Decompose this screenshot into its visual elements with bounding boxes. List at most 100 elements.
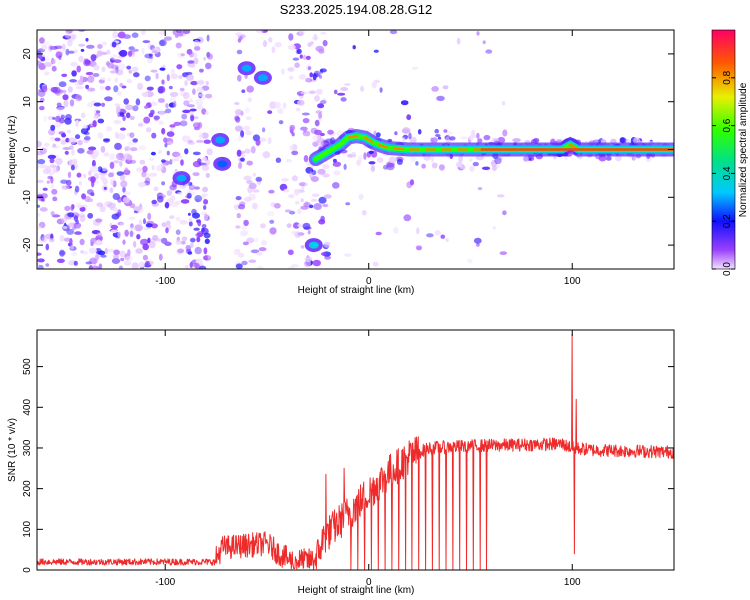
noise-speck: [250, 249, 260, 254]
noise-speck: [74, 49, 78, 54]
noise-speck: [261, 127, 266, 133]
noise-speck: [111, 258, 121, 264]
noise-speck: [238, 161, 243, 170]
noise-speck: [131, 262, 139, 269]
noise-speck: [206, 148, 213, 156]
noise-speck: [126, 154, 133, 161]
noise-speck: [85, 261, 92, 265]
noise-speck: [143, 226, 152, 231]
noise-speck: [50, 183, 55, 190]
noise-speck: [52, 116, 56, 120]
noise-speck: [176, 155, 183, 159]
noise-speck: [113, 207, 118, 213]
noise-speck: [245, 130, 252, 136]
noise-speck: [203, 57, 207, 61]
noise-speck: [37, 159, 46, 165]
noise-speck: [70, 164, 75, 171]
noise-speck: [135, 248, 143, 254]
noise-speck: [291, 132, 295, 137]
noise-speck: [287, 266, 295, 269]
noise-speck: [52, 196, 58, 202]
colorbar-ticks: 0.0 0.2 0.4 0.6 0.8: [712, 70, 735, 276]
noise-speck: [322, 98, 327, 102]
noise-speck: [314, 95, 320, 102]
noise-speck: [319, 140, 324, 147]
noise-speck: [41, 44, 48, 50]
noise-speck: [129, 132, 135, 138]
noise-speck: [155, 72, 159, 80]
noise-speck: [206, 159, 211, 166]
noise-speck: [61, 133, 67, 138]
noise-speck: [337, 92, 346, 96]
noise-speck: [156, 165, 164, 172]
noise-speck: [632, 155, 637, 161]
noise-speck: [434, 128, 440, 134]
noise-speck: [324, 242, 330, 246]
noise-speck: [170, 73, 178, 80]
noise-speck: [43, 115, 47, 122]
noise-speck: [298, 74, 307, 80]
noise-speck: [203, 205, 207, 210]
noise-speck: [234, 115, 240, 121]
noise-speck: [483, 134, 491, 141]
noise-speck: [340, 87, 349, 91]
noise-speck: [117, 221, 125, 226]
noise-speck: [50, 86, 59, 93]
noise-speck: [443, 129, 448, 133]
noise-speck: [71, 149, 75, 156]
noise-speck: [312, 141, 320, 147]
noise-speck: [288, 75, 294, 80]
noise-speck: [105, 85, 111, 91]
noise-speck: [119, 49, 128, 57]
hotspot-core: [217, 160, 228, 168]
noise-speck: [340, 97, 347, 102]
noise-speck: [477, 187, 483, 191]
noise-speck: [373, 49, 379, 53]
noise-speck: [240, 157, 245, 162]
noise-speck: [93, 102, 102, 107]
noise-speck: [325, 138, 333, 144]
noise-speck: [126, 65, 132, 70]
noise-speck: [166, 220, 171, 226]
noise-speck: [431, 155, 435, 163]
noise-speck: [122, 196, 130, 204]
colorbar-label: Normalized spectral amplitude: [738, 82, 749, 217]
noise-speck: [192, 52, 198, 58]
noise-speck: [415, 245, 423, 249]
noise-speck: [358, 155, 363, 163]
noise-speck: [189, 261, 193, 268]
noise-speck: [158, 86, 166, 94]
noise-speck: [302, 118, 310, 124]
noise-speck: [165, 103, 169, 109]
signal-track-core: [348, 134, 674, 151]
noise-speck: [51, 188, 58, 195]
noise-speck: [396, 158, 403, 165]
noise-speck: [179, 91, 186, 97]
noise-speck: [123, 260, 132, 266]
noise-speck: [127, 231, 136, 235]
noise-speck: [317, 103, 325, 109]
noise-speck: [299, 54, 303, 59]
noise-speck: [372, 261, 379, 267]
noise-speck: [238, 252, 245, 258]
noise-speck: [373, 130, 377, 136]
noise-speck: [371, 81, 377, 89]
noise-speck: [49, 136, 56, 141]
noise-speck: [39, 147, 47, 155]
noise-speck: [61, 217, 67, 224]
noise-speck: [96, 232, 103, 238]
noise-speck: [132, 105, 139, 112]
noise-speck: [376, 157, 384, 163]
noise-speck: [482, 40, 486, 45]
noise-speck: [403, 214, 412, 222]
noise-speck: [278, 120, 284, 125]
noise-speck: [125, 104, 134, 111]
noise-speck: [269, 227, 277, 235]
y-tick-label: -10: [22, 190, 33, 205]
noise-speck: [358, 193, 364, 200]
snr-ylabel: SNR (10 * v/v): [7, 418, 18, 482]
noise-speck: [75, 119, 79, 127]
noise-speck: [269, 219, 275, 224]
noise-speck: [239, 35, 243, 41]
noise-speck: [255, 30, 264, 34]
